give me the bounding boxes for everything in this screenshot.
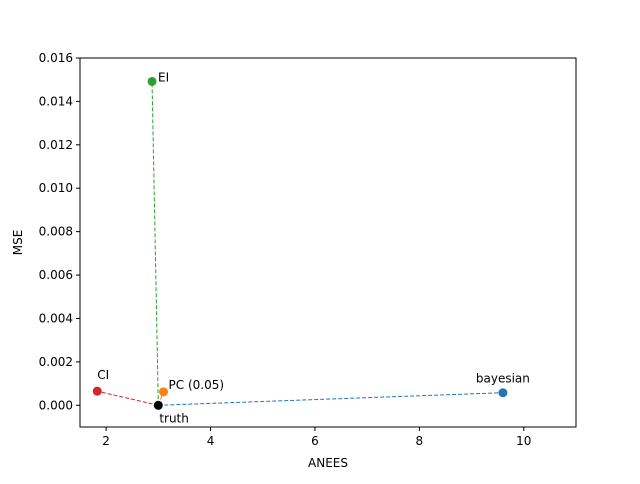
point-label: PC (0.05) xyxy=(169,378,225,392)
y-tick-label: 0.002 xyxy=(39,355,73,369)
plot-frame xyxy=(79,57,577,428)
data-points xyxy=(92,76,508,410)
y-tick-label: 0.004 xyxy=(39,311,73,325)
x-tick-label: 4 xyxy=(207,434,215,448)
y-tick-label: 0.014 xyxy=(39,94,73,108)
y-tick-label: 0.006 xyxy=(39,268,73,282)
y-tick-label: 0.000 xyxy=(39,398,73,412)
connector-line xyxy=(97,390,159,406)
point-label: CI xyxy=(97,368,109,382)
x-tick-label: 6 xyxy=(311,434,319,448)
y-tick-label: 0.008 xyxy=(39,225,73,239)
point-marker xyxy=(147,76,157,86)
point-labels: bayesian PC (0.05) EI CI truth xyxy=(97,70,530,425)
x-tick-label: 8 xyxy=(416,434,424,448)
y-tick-label: 0.010 xyxy=(39,181,73,195)
y-tick-label: 0.012 xyxy=(39,138,73,152)
x-tick-label: 10 xyxy=(516,434,531,448)
x-axis-ticks: 2 4 6 8 10 xyxy=(102,427,531,448)
x-axis-label: ANEES xyxy=(308,456,348,470)
point-label: bayesian xyxy=(476,372,530,386)
point-marker xyxy=(498,388,508,398)
point-marker xyxy=(159,387,169,397)
truth-marker xyxy=(153,400,163,410)
connector-line xyxy=(158,392,503,406)
truth-label: truth xyxy=(159,411,189,425)
y-tick-label: 0.016 xyxy=(39,51,73,65)
point-marker xyxy=(92,386,102,396)
point-label: EI xyxy=(158,70,169,84)
x-tick-label: 2 xyxy=(102,434,110,448)
y-axis-label: MSE xyxy=(11,230,25,256)
y-axis-ticks: 0.000 0.002 0.004 0.006 0.008 0.010 0.012 0.014… xyxy=(39,51,80,412)
